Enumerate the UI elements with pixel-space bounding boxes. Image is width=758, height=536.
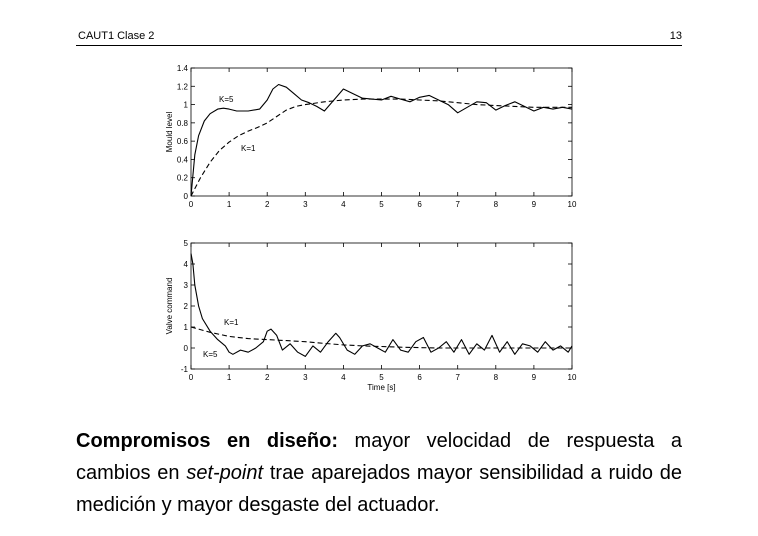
header-course-title: CAUT1 Clase 2: [78, 30, 155, 42]
top-y-axis-label: Mould level: [165, 112, 174, 153]
top-y-tick-label: 0.6: [177, 137, 189, 146]
bottom-x-tick-label: 5: [379, 373, 384, 382]
body-paragraph: Compromisos en diseño: mayor velocidad d…: [76, 425, 682, 521]
bottom-y-tick-label: -1: [181, 365, 189, 374]
bottom-series-label: K=1: [224, 318, 239, 327]
top-x-tick-label: 9: [532, 200, 537, 209]
bottom-x-axis-label: Time [s]: [367, 383, 395, 392]
top-y-tick-label: 0: [184, 192, 189, 201]
bottom-series-label: K=5: [203, 350, 218, 359]
top-x-tick-label: 3: [303, 200, 308, 209]
bottom-x-tick-label: 8: [494, 373, 499, 382]
emphasis-heading: Compromisos en diseño:: [76, 430, 339, 452]
top-x-tick-label: 2: [265, 200, 270, 209]
body-text-part2: trae aparejados mayor sensibilidad a rui…: [76, 462, 682, 516]
bottom-y-tick-label: 1: [184, 323, 189, 332]
top-series-k1-line: [190, 98, 572, 197]
top-y-tick-label: 0.4: [177, 155, 189, 164]
bottom-x-tick-label: 9: [532, 373, 537, 382]
header-divider: [76, 45, 682, 46]
top-y-tick-label: 0.2: [177, 174, 189, 183]
bottom-y-tick-label: 3: [184, 281, 189, 290]
bottom-x-tick-label: 4: [341, 373, 346, 382]
bottom-x-tick-label: 2: [265, 373, 270, 382]
bottom-series-k5-line: [190, 253, 573, 357]
header-page-number: 13: [669, 30, 682, 42]
top-x-tick-label: 4: [341, 200, 346, 209]
top-series-k5-line: [190, 83, 573, 197]
top-x-tick-label: 0: [189, 200, 194, 209]
body-text-part1: mayor velocidad de respuesta a cambios e…: [76, 430, 683, 484]
top-x-tick-label: 1: [227, 200, 232, 209]
top-series-label: K=1: [241, 144, 256, 153]
bottom-x-tick-label: 3: [303, 373, 308, 382]
bottom-y-tick-label: 4: [184, 260, 189, 269]
bottom-y-tick-label: 2: [184, 302, 189, 311]
top-y-tick-label: 1.2: [177, 82, 189, 91]
top-x-tick-label: 7: [455, 200, 460, 209]
bottom-y-tick-label: 0: [184, 344, 189, 353]
top-y-tick-label: 1.4: [177, 64, 189, 73]
bottom-x-tick-label: 0: [189, 373, 194, 382]
top-plot-frame: [190, 67, 573, 197]
top-x-tick-label: 5: [379, 200, 384, 209]
top-x-tick-label: 6: [417, 200, 422, 209]
bottom-x-tick-label: 1: [227, 373, 232, 382]
top-x-tick-label: 8: [494, 200, 499, 209]
top-series-label: K=5: [219, 95, 234, 104]
bottom-x-tick-label: 7: [455, 373, 460, 382]
top-y-tick-label: 0.8: [177, 119, 189, 128]
top-x-tick-label: 10: [568, 200, 577, 209]
top-y-tick-label: 1: [184, 101, 189, 110]
bottom-x-tick-label: 6: [417, 373, 422, 382]
bottom-x-tick-label: 10: [568, 373, 577, 382]
body-italic-term: set-point: [186, 462, 264, 484]
bottom-y-axis-label: Valve command: [165, 278, 174, 335]
bottom-y-tick-label: 5: [184, 239, 189, 248]
bottom-series-k1-line: [190, 326, 572, 349]
